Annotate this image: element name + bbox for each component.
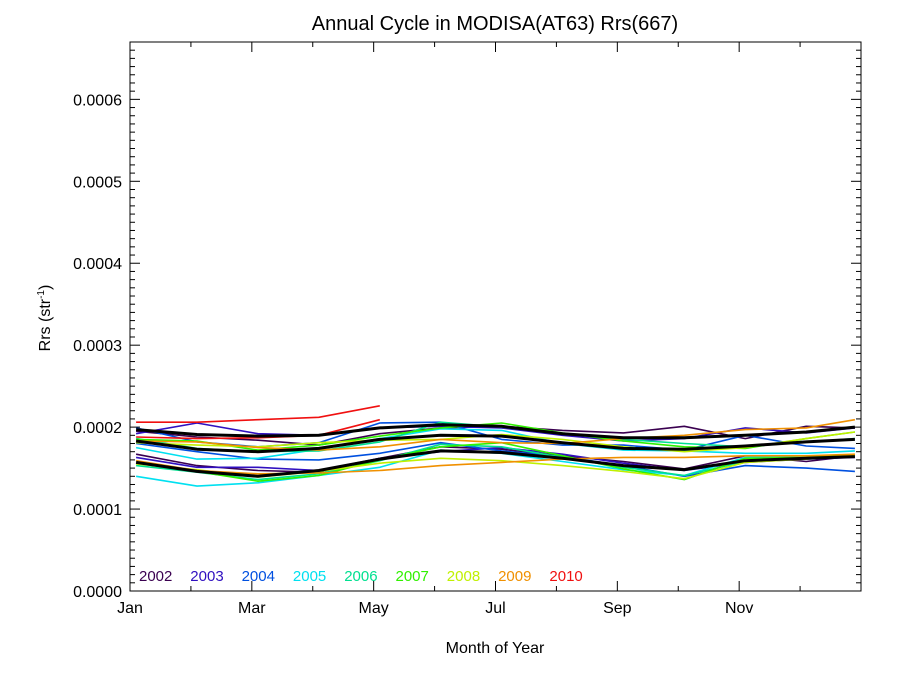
y-tick-label: 0.0001: [73, 502, 122, 519]
legend-entry-2005: 2005: [293, 568, 326, 585]
y-tick-label: 0.0004: [73, 256, 122, 273]
series-line-2009-15: [135, 453, 855, 475]
x-tick-label: May: [359, 600, 389, 617]
x-tick-label: Mar: [238, 600, 266, 617]
x-tick-label: Jul: [485, 600, 505, 617]
y-axis-label: Rrs (str-1): [36, 285, 54, 352]
y-axis-label-close: ): [37, 285, 54, 290]
y-tick-labels: 0.0000 0.0001 0.0002 0.0003 0.0004 0.0005 0.00…: [73, 92, 122, 601]
axis-ticks: [129, 41, 862, 592]
x-axis-label: Month of Year: [446, 640, 545, 657]
y-tick-label: 0.0002: [73, 420, 122, 437]
x-tick-label: Jan: [117, 600, 143, 617]
legend-entry-2003: 2003: [190, 568, 223, 585]
legend-entry-2008: 2008: [447, 568, 480, 585]
legend-entry-2007: 2007: [396, 568, 429, 585]
series-line-2010-16: [136, 405, 380, 424]
plot-frame: [129, 41, 862, 592]
legend-entry-2002: 2002: [139, 568, 172, 585]
legend-entry-2006: 2006: [344, 568, 377, 585]
y-tick-label: 0.0006: [73, 92, 122, 109]
series-line-mean-19: [135, 433, 855, 454]
x-tick-label: Nov: [725, 600, 753, 617]
legend-entry-2009: 2009: [498, 568, 531, 585]
y-tick-label: 0.0003: [73, 338, 122, 355]
y-axis-label-superscript: -1: [36, 290, 47, 299]
x-tick-labels: Jan Mar May Jul Sep Nov: [117, 600, 753, 617]
y-tick-label: 0.0005: [73, 174, 122, 191]
y-tick-label: 0.0000: [73, 584, 122, 601]
series-line-2005-6: [135, 427, 855, 460]
chart-title: Annual Cycle in MODISA(AT63) Rrs(667): [312, 13, 678, 35]
legend-entry-2010: 2010: [549, 568, 582, 585]
series-line-mean-20: [135, 449, 855, 478]
series-lines: [135, 405, 856, 487]
series-line-mean-18: [135, 423, 856, 440]
legend-entry-2004: 2004: [242, 568, 275, 585]
legend: 2002 2003 2004 2005 2006 2007 2008 2009 2010: [139, 568, 583, 585]
y-axis-label-main: Rrs (str: [37, 298, 54, 351]
series-line-2009-14: [136, 418, 856, 451]
series-line-2010-17: [136, 418, 380, 440]
x-tick-label: Sep: [603, 600, 632, 617]
